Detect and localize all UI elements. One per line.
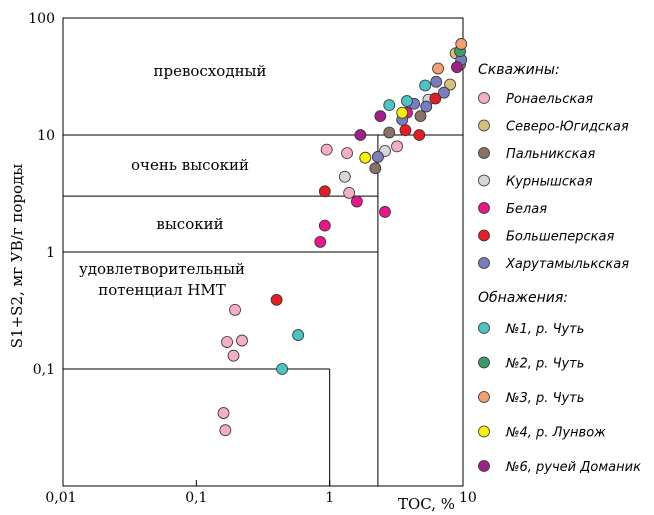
legend-marker	[478, 119, 490, 132]
legend-entry: Северо-Югидская	[506, 120, 629, 135]
legend-entry: №6, ручей Доманик	[505, 460, 641, 475]
data-point	[236, 334, 248, 347]
y-tick-label: 10	[37, 128, 55, 144]
legend-marker	[478, 229, 490, 242]
zone-labels: превосходный очень высокий высокий удовлетв…	[79, 62, 267, 299]
zone-label: удовлетворительный	[79, 260, 245, 278]
data-point	[318, 219, 331, 232]
data-point	[396, 106, 409, 119]
legend-marker	[478, 322, 490, 334]
data-point	[444, 78, 456, 91]
data-point	[343, 186, 356, 199]
data-point	[374, 110, 387, 123]
data-point	[401, 95, 413, 107]
axis-ticks: 0,01 0,1 1 10 0,1 1 10 100	[28, 11, 477, 506]
zone-label-line2: потенциал НМТ	[98, 281, 226, 299]
data-point	[414, 110, 427, 123]
legend-wells-title: Скважины:	[478, 62, 560, 78]
zone-label: высокий	[156, 215, 223, 233]
legend-marker	[478, 174, 490, 187]
data-point	[450, 61, 463, 74]
legend-marker	[478, 92, 490, 104]
x-tick-label: 1	[325, 490, 334, 506]
data-point	[438, 86, 450, 99]
legend-marker	[478, 356, 490, 369]
y-tick-label: 0,1	[33, 362, 55, 378]
data-point	[371, 150, 384, 163]
data-point	[270, 293, 283, 306]
legend-outcrops-title: Обнажения:	[478, 290, 568, 306]
data-point	[221, 336, 233, 348]
data-point	[219, 424, 232, 437]
legend-entry: Пальникская	[506, 147, 595, 162]
legend-entry: Харутамылькская	[505, 257, 629, 272]
legend: Скважины: Ронаельская Северо-Югидская Пальн…	[478, 62, 641, 475]
data-point	[432, 62, 444, 75]
data-point	[379, 206, 391, 218]
x-axis-label: TOC, %	[398, 495, 455, 513]
data-point	[429, 92, 442, 105]
data-point	[383, 99, 396, 112]
data-point	[383, 126, 396, 139]
data-point	[420, 100, 433, 113]
legend-entry: №2, р. Чуть	[505, 357, 584, 372]
legend-marker	[478, 147, 490, 159]
data-point	[391, 140, 403, 153]
data-point	[359, 151, 372, 164]
legend-marker	[478, 460, 490, 472]
zone-lines	[63, 134, 463, 486]
data-point	[430, 75, 443, 88]
x-tick-label: 10	[459, 490, 477, 506]
data-point	[217, 407, 230, 419]
zone-label: превосходный	[153, 62, 266, 80]
data-points	[217, 38, 468, 437]
legend-marker	[478, 425, 490, 438]
legend-marker	[478, 391, 490, 403]
y-tick-label: 100	[28, 11, 55, 27]
legend-entry: №1, р. Чуть	[505, 322, 584, 337]
data-point	[341, 147, 353, 160]
legend-entry: №4, р. Лунвож	[505, 426, 606, 441]
data-point	[318, 185, 331, 198]
data-point	[276, 363, 289, 375]
data-point	[455, 38, 468, 50]
data-point	[320, 143, 333, 156]
zone-label: очень высокий	[131, 156, 249, 174]
data-point	[227, 349, 240, 362]
data-point	[413, 129, 426, 141]
data-point	[419, 79, 432, 92]
legend-entry: Белая	[506, 202, 547, 217]
y-axis-label: S1+S2, мг УВ/г породы	[8, 164, 26, 348]
legend-entry: №3, р. Чуть	[505, 391, 584, 406]
data-point	[338, 170, 351, 183]
x-tick-label: 0,1	[185, 490, 207, 506]
data-point	[369, 162, 382, 175]
data-point	[350, 195, 363, 208]
legend-marker	[478, 202, 490, 214]
data-point	[354, 129, 367, 141]
legend-entry: Курнышская	[506, 175, 593, 190]
legend-marker	[478, 257, 490, 269]
y-tick-label: 1	[46, 245, 55, 261]
data-point	[314, 235, 327, 248]
x-tick-label: 0,01	[45, 490, 76, 506]
data-point	[292, 329, 305, 341]
legend-entry: Ронаельская	[506, 92, 593, 107]
data-point	[229, 303, 241, 316]
data-point	[399, 124, 412, 137]
legend-entry: Большеперская	[506, 230, 614, 245]
